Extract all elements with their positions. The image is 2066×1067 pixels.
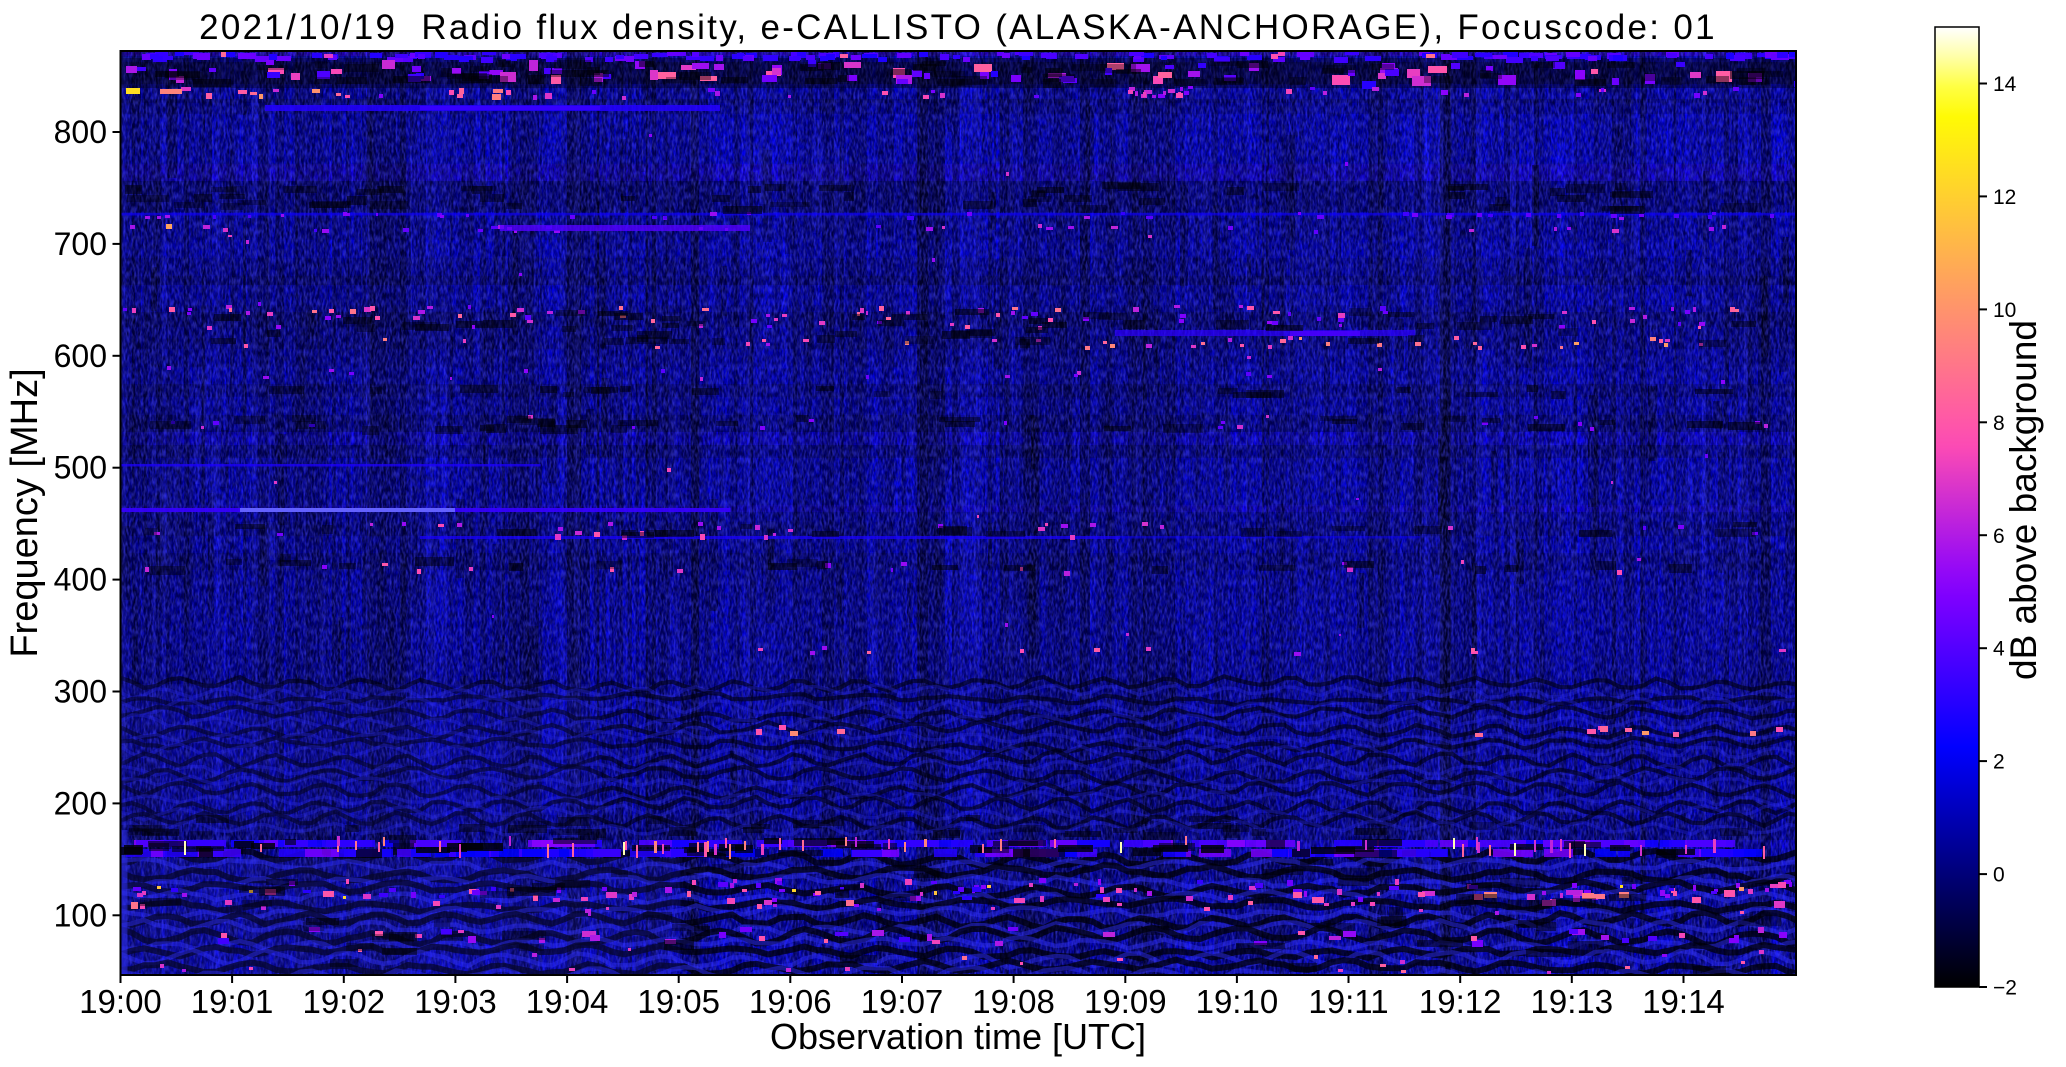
svg-text:Frequency [MHz]: Frequency [MHz] bbox=[4, 368, 46, 657]
svg-text:2: 2 bbox=[1993, 751, 2005, 774]
svg-text:19:10: 19:10 bbox=[1196, 983, 1279, 1020]
svg-text:500: 500 bbox=[54, 450, 107, 486]
svg-text:Observation time [UTC]: Observation time [UTC] bbox=[770, 1016, 1146, 1057]
svg-text:400: 400 bbox=[54, 562, 107, 598]
svg-text:19:11: 19:11 bbox=[1308, 983, 1388, 1020]
svg-text:2021/10/19 Radio flux density: 2021/10/19 Radio flux density, e-CALLIST… bbox=[199, 8, 1717, 47]
svg-text:600: 600 bbox=[54, 338, 107, 374]
svg-text:800: 800 bbox=[54, 114, 107, 150]
svg-text:19:02: 19:02 bbox=[303, 983, 386, 1020]
svg-text:14: 14 bbox=[1993, 73, 2017, 96]
svg-text:10: 10 bbox=[1993, 299, 2016, 322]
svg-text:19:13: 19:13 bbox=[1531, 983, 1614, 1020]
svg-text:8: 8 bbox=[1993, 412, 2005, 435]
svg-text:19:05: 19:05 bbox=[637, 983, 720, 1020]
svg-text:0: 0 bbox=[1993, 864, 2005, 887]
svg-text:4: 4 bbox=[1993, 638, 2005, 661]
svg-text:dB above background: dB above background bbox=[2003, 320, 2044, 680]
svg-text:19:12: 19:12 bbox=[1419, 983, 1502, 1020]
svg-text:300: 300 bbox=[54, 674, 107, 710]
svg-text:12: 12 bbox=[1993, 186, 2016, 209]
svg-text:19:09: 19:09 bbox=[1084, 983, 1167, 1020]
svg-text:700: 700 bbox=[54, 226, 107, 262]
svg-text:200: 200 bbox=[54, 785, 107, 821]
svg-text:19:00: 19:00 bbox=[79, 983, 162, 1020]
svg-text:19:04: 19:04 bbox=[526, 983, 609, 1020]
svg-text:6: 6 bbox=[1993, 525, 2005, 548]
svg-text:19:03: 19:03 bbox=[414, 983, 497, 1020]
svg-text:19:07: 19:07 bbox=[861, 983, 944, 1020]
svg-text:100: 100 bbox=[54, 897, 107, 933]
svg-text:19:08: 19:08 bbox=[972, 983, 1055, 1020]
svg-text:19:14: 19:14 bbox=[1642, 983, 1725, 1020]
svg-text:19:06: 19:06 bbox=[749, 983, 832, 1020]
svg-text:19:01: 19:01 bbox=[191, 983, 274, 1020]
svg-text:−2: −2 bbox=[1993, 977, 2017, 1000]
